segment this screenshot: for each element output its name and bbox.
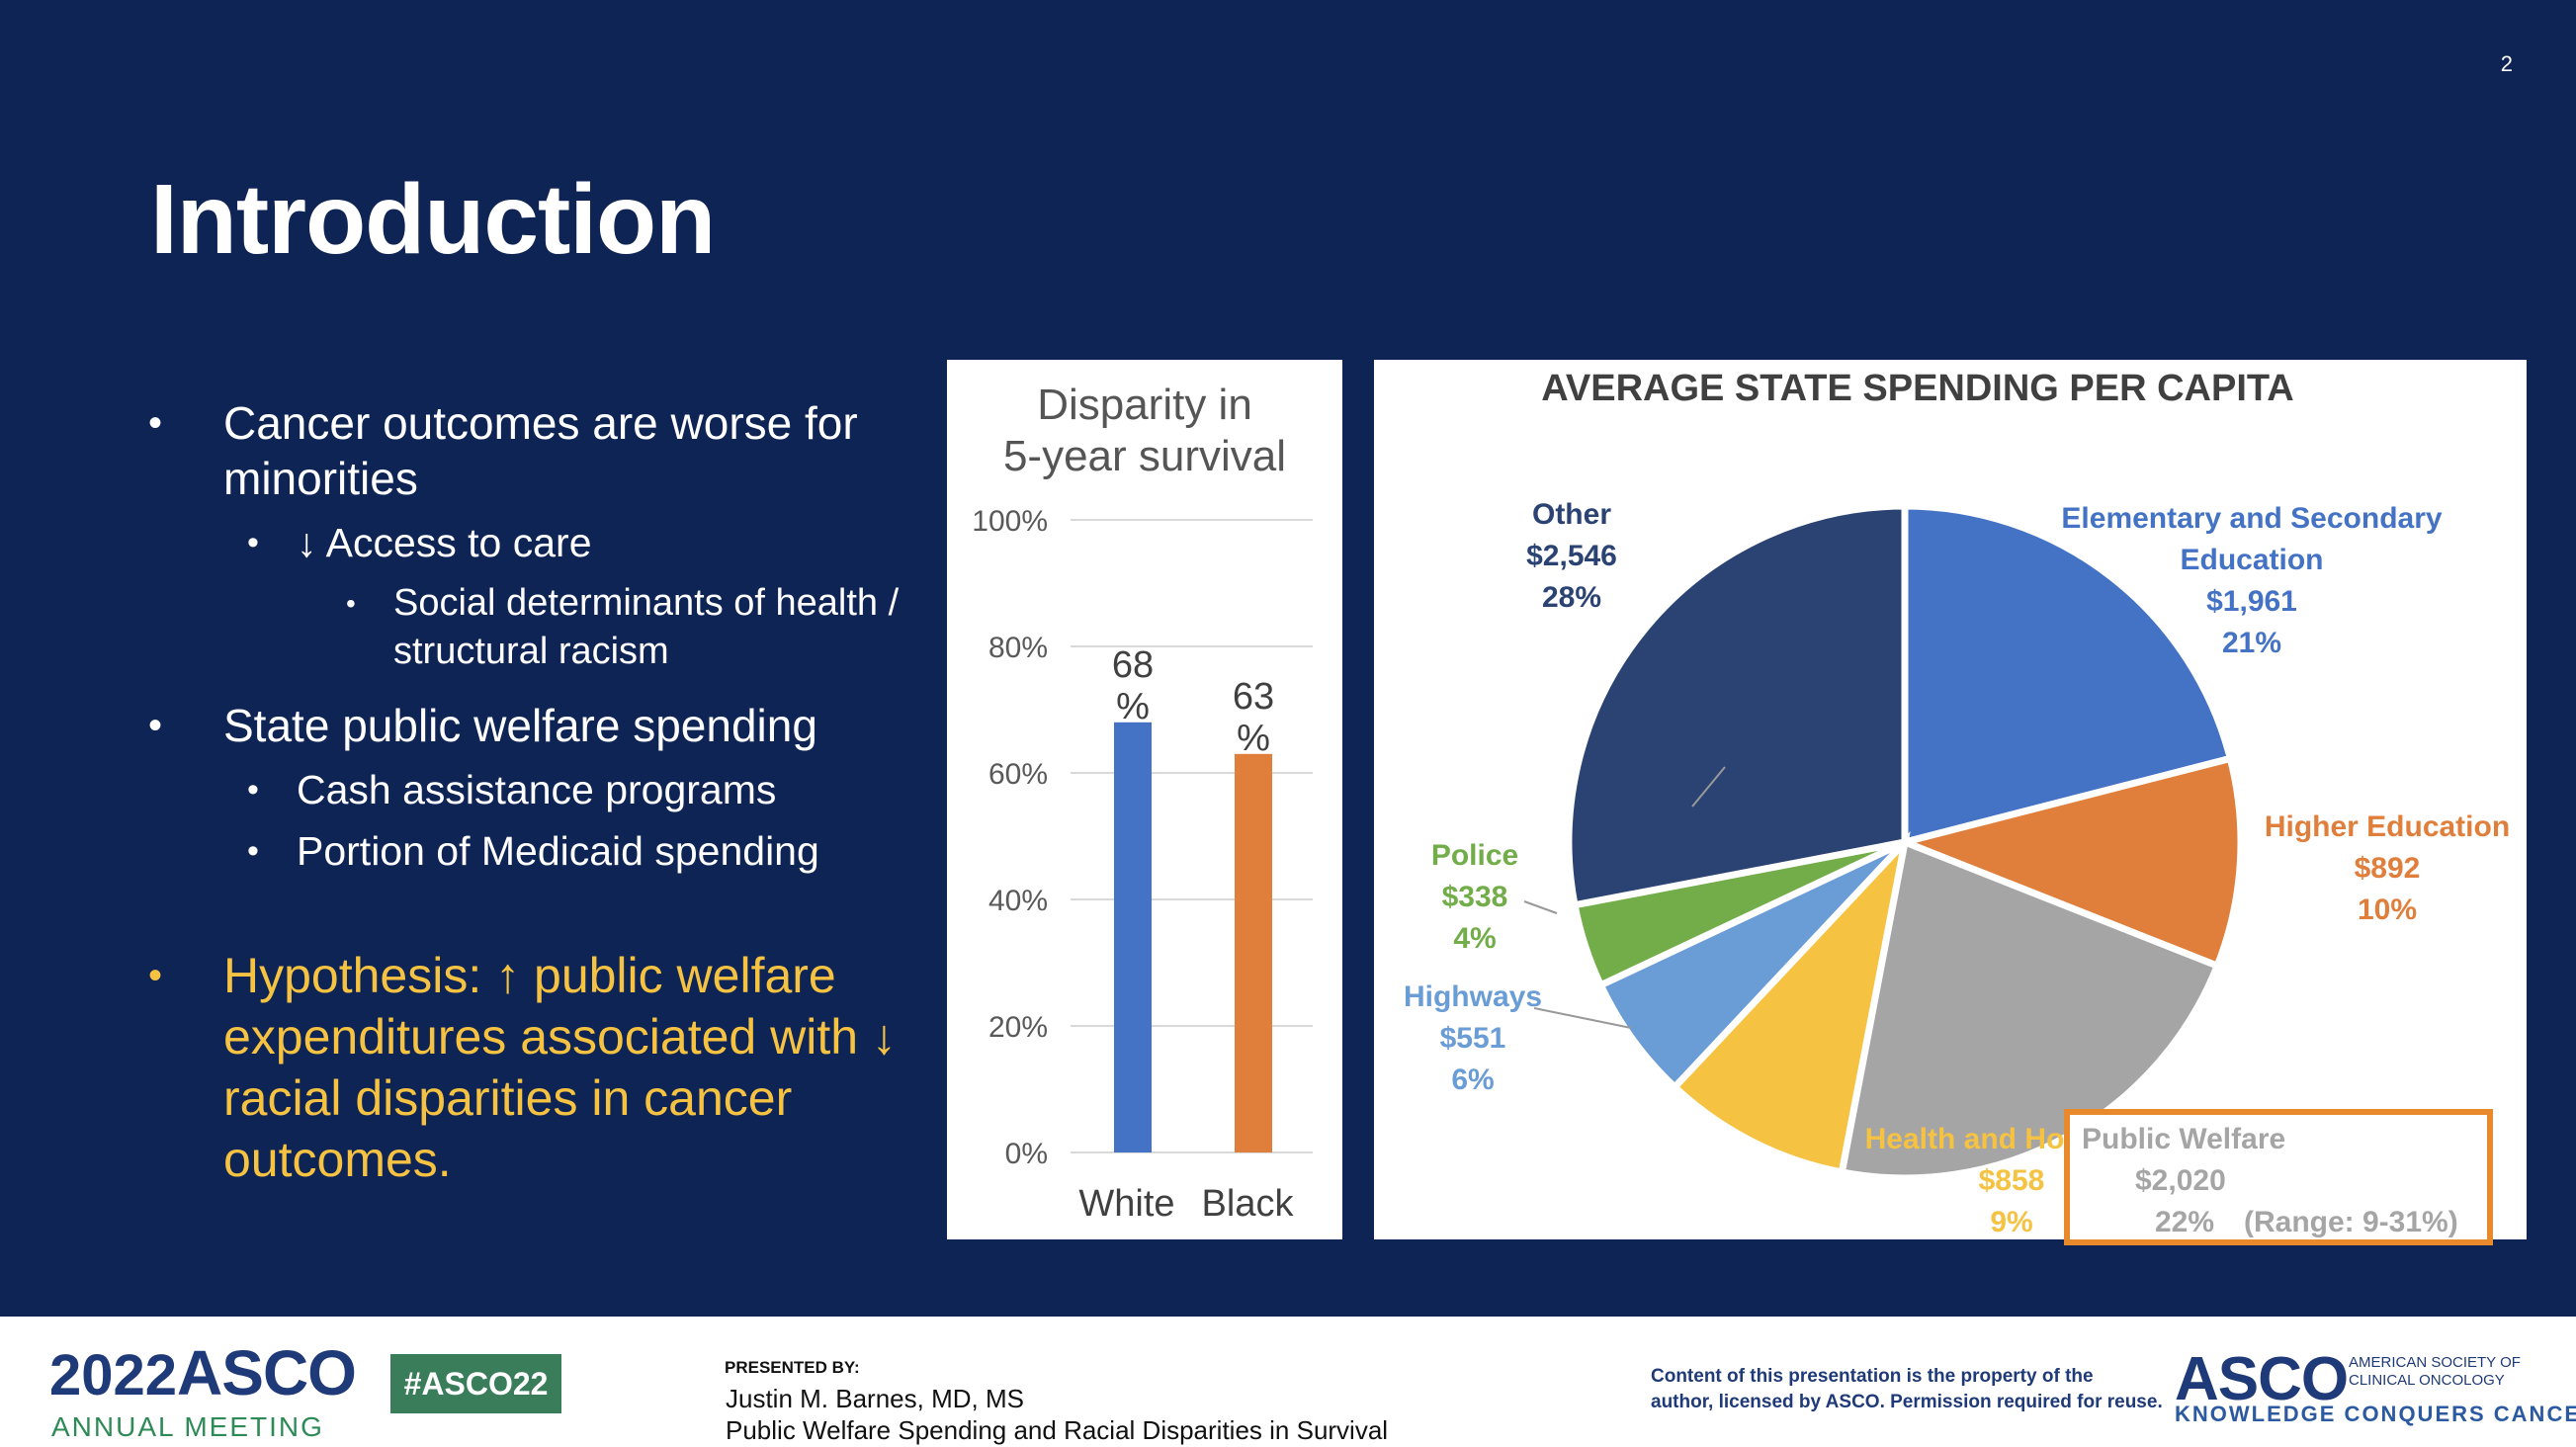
pie-label-police: Police $338 4%: [1386, 835, 1564, 960]
x-category-label: White: [1078, 1183, 1174, 1225]
society-line: CLINICAL ONCOLOGY: [2349, 1372, 2505, 1389]
copyright-line: Content of this presentation is the prop…: [1651, 1366, 2094, 1387]
x-category-label: Black: [1202, 1183, 1295, 1225]
pie-label-range: (Range: 9-31%): [2244, 1206, 2458, 1238]
pie-label-amount: $1,961: [2206, 585, 2297, 618]
bar-data-label: %: [1237, 718, 1270, 759]
pie-label-amount: $892: [2354, 852, 2421, 885]
pie-label-name: Highways: [1403, 980, 1543, 1013]
slide-title: Introduction: [150, 164, 716, 275]
meeting-name: ANNUAL MEETING: [51, 1411, 324, 1442]
bullet-item: State public welfare spending: [148, 698, 939, 753]
pie-chart-title: AVERAGE STATE SPENDING PER CAPITA: [1541, 368, 2294, 409]
bar-data-label: %: [1116, 686, 1150, 727]
y-tick-label: 100%: [972, 505, 1048, 538]
presenter-name: Justin M. Barnes, MD, MS: [726, 1384, 1024, 1413]
bar-black: [1235, 753, 1272, 1152]
survival-bar-chart: Disparity in5-year survival 0% 20% 40% 60% 80…: [972, 381, 1313, 1225]
bar-data-label: 68: [1112, 644, 1154, 686]
pie-label-amount: $858: [1978, 1164, 2045, 1197]
leader-line-highways: [1533, 1007, 1632, 1029]
footer-bar: 2022ASCO ANNUAL MEETING #ASCO22 PRESENTE…: [0, 1317, 2576, 1447]
pie-label-percent: 28%: [1541, 581, 1602, 614]
pie-label-percent: 22%: [2155, 1206, 2215, 1238]
asco-logo: ASCO: [2175, 1345, 2349, 1413]
y-tick-label: 20%: [988, 1011, 1048, 1044]
hypothesis-text: Hypothesis: ↑ public welfare expenditure…: [148, 945, 939, 1190]
y-tick-label: 0%: [1005, 1138, 1048, 1170]
pie-label-percent: 10%: [2357, 894, 2418, 926]
y-tick-label: 40%: [988, 885, 1048, 917]
bullet-item: Cancer outcomes are worse for minorities: [148, 395, 939, 506]
pie-label-percent: 4%: [1453, 922, 1497, 955]
asco-tagline: KNOWLEDGE CONQUERS CANCER: [2175, 1402, 2576, 1426]
pie-slice-elementary-and-secondary-education: [1901, 502, 2235, 847]
pie-label-percent: 9%: [1990, 1206, 2033, 1238]
spending-pie-chart: [1523, 502, 2245, 1182]
pie-label-amount: $2,546: [1526, 540, 1617, 572]
slide-number: 2: [2500, 51, 2513, 76]
society-line: AMERICAN SOCIETY OF: [2349, 1354, 2521, 1371]
bar-chart-title-line: Disparity in: [1037, 381, 1252, 429]
pie-label-name: Elementary and Secondary Education: [2061, 502, 2443, 576]
leader-line-health: [1691, 766, 1726, 808]
pie-label-highways: Highways $551 6%: [1374, 977, 1572, 1101]
leader-line-police: [1523, 900, 1558, 914]
survival-bar-chart-panel: Disparity in 5-year survival 0% 20% 40% 60% 80…: [947, 360, 1342, 1239]
bar-chart-title-line: 5-year survival: [1003, 432, 1286, 480]
pie-label-amount: $338: [1441, 881, 1508, 913]
asco-annual-meeting-logo: 2022ASCO ANNUAL MEETING: [49, 1336, 357, 1442]
presented-by-label: PRESENTED BY:: [725, 1358, 860, 1377]
y-tick-label: 60%: [988, 758, 1048, 791]
pie-label-other: Other $2,546 28%: [1483, 494, 1661, 619]
pie-label-higher-ed: Higher Education $892 10%: [2254, 807, 2521, 931]
pie-slice-other: [1565, 502, 1909, 909]
pie-label-percent: 21%: [2221, 627, 2282, 659]
bar-white: [1114, 722, 1152, 1152]
pie-label-name: Higher Education: [2264, 810, 2511, 843]
pie-label-name: Police: [1430, 839, 1519, 872]
meeting-asco: ASCO: [177, 1337, 357, 1408]
copyright-line: author, licensed by ASCO. Permission req…: [1651, 1392, 2163, 1412]
public-welfare-highlight-box: Public Welfare $2,020 22% (Range: 9-31%): [2064, 1109, 2493, 1245]
pie-slice-health-and-hospitals: [1670, 830, 1911, 1177]
pie-label-amount: $551: [1439, 1022, 1506, 1055]
pie-label-name: Public Welfare: [2082, 1123, 2286, 1155]
bullet-item: Social determinants of health / structur…: [148, 579, 939, 676]
bullet-item: ↓ Access to care: [148, 518, 939, 567]
asco-society-name: AMERICAN SOCIETY OF CLINICAL ONCOLOGY: [2349, 1354, 2521, 1390]
hashtag-badge: #ASCO22: [390, 1354, 561, 1413]
pie-slice-higher-education: [1893, 754, 2245, 971]
talk-title: Public Welfare Spending and Racial Dispa…: [726, 1415, 1389, 1445]
bullet-item: Portion of Medicaid spending: [148, 826, 939, 876]
pie-label-name: Other: [1531, 498, 1611, 531]
spending-pie-chart-panel: AVERAGE STATE SPENDING PER CAPITA Elemen…: [1374, 360, 2527, 1245]
pie-label-elementary: Elementary and Secondary Education $1,96…: [2034, 498, 2469, 664]
bar-data-label: 63: [1233, 676, 1274, 718]
bullet-list: Cancer outcomes are worse for minorities…: [148, 395, 939, 1202]
copyright-notice: Content of this presentation is the prop…: [1651, 1364, 2165, 1415]
y-tick-label: 80%: [988, 632, 1048, 664]
bullet-item: Cash assistance programs: [148, 765, 939, 814]
pie-label-percent: 6%: [1451, 1064, 1495, 1096]
meeting-year: 2022: [49, 1343, 178, 1407]
pie-label-amount: $2,020: [2135, 1164, 2226, 1197]
